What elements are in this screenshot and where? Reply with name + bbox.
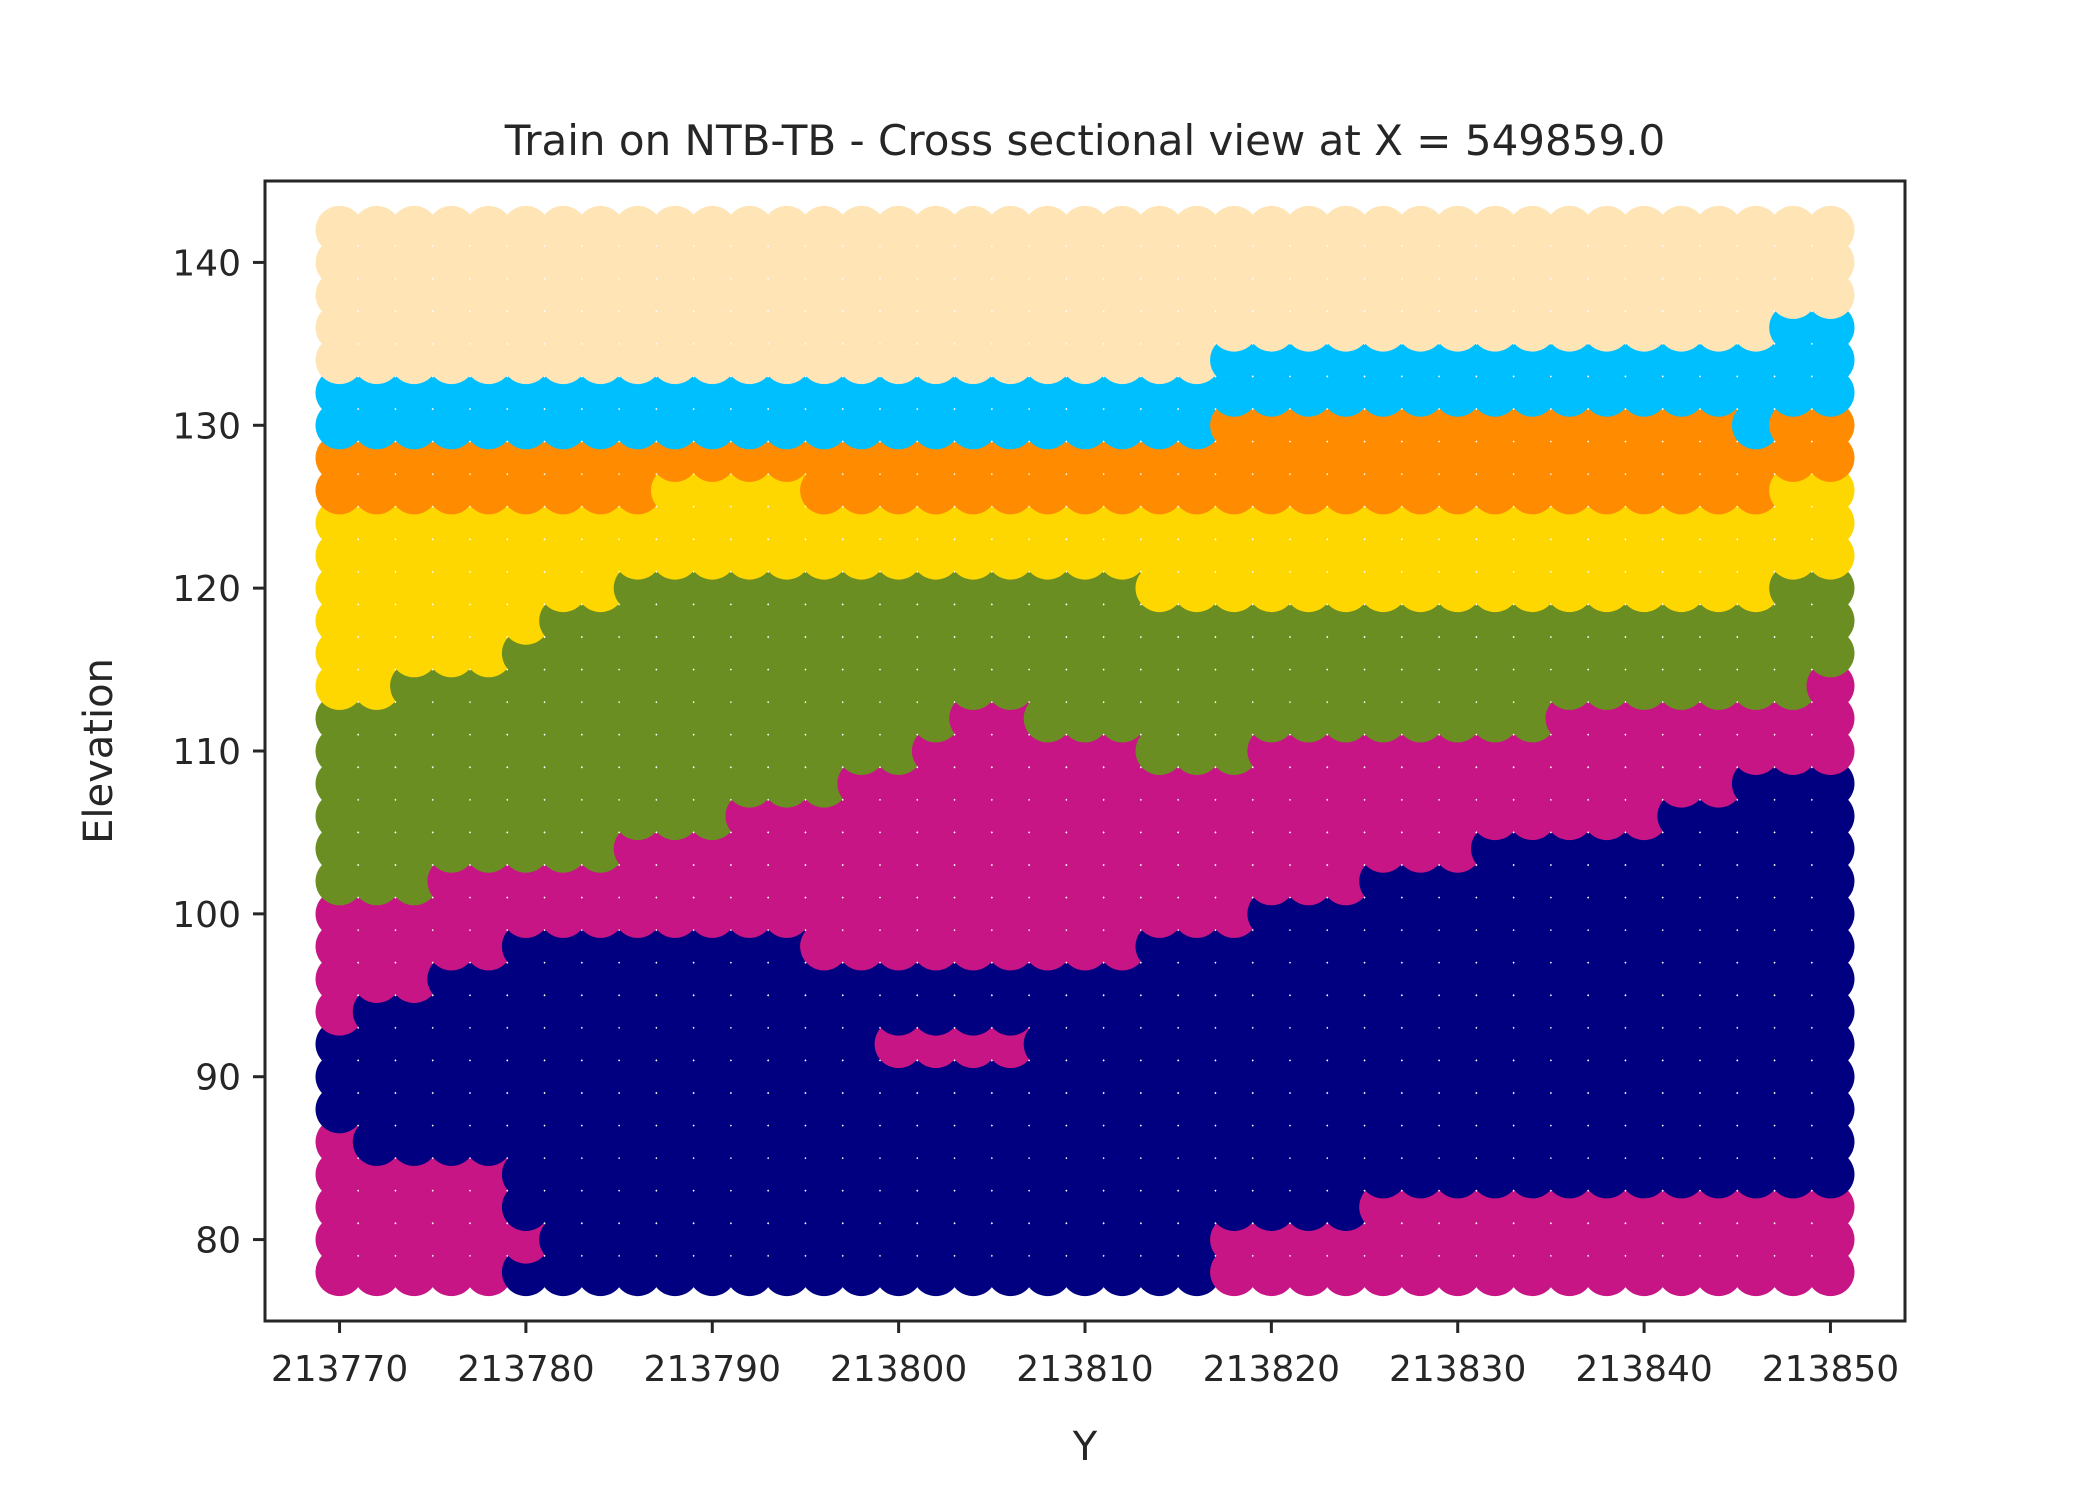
- data-point-wheat: [352, 205, 401, 254]
- data-point-wheat: [725, 205, 774, 254]
- data-point-wheat: [390, 205, 439, 254]
- y-tick-label: 90: [195, 1058, 241, 1099]
- scatter-points: [315, 205, 1855, 1297]
- data-point-wheat: [1247, 205, 1296, 254]
- y-axis-ticks: 80 90 100 110 120 130 140: [172, 243, 265, 1262]
- data-point-wheat: [1731, 205, 1780, 254]
- data-point-wheat: [1396, 205, 1445, 254]
- y-tick-label: 110: [172, 732, 241, 773]
- data-point-wheat: [837, 205, 886, 254]
- data-point-wheat: [1098, 205, 1147, 254]
- x-tick-label: 213820: [1203, 1349, 1340, 1390]
- x-tick-label: 213770: [271, 1349, 408, 1390]
- data-point-wheat: [427, 205, 476, 254]
- data-point-wheat: [1210, 205, 1259, 254]
- data-point-wheat: [1023, 205, 1072, 254]
- data-point-wheat: [539, 205, 588, 254]
- x-axis-label: Y: [1072, 1424, 1098, 1470]
- data-point-wheat: [1061, 205, 1109, 254]
- data-point-wheat: [688, 205, 737, 254]
- data-point-wheat: [1582, 205, 1631, 254]
- data-point-wheat: [464, 205, 513, 254]
- data-point-wheat: [315, 205, 364, 254]
- x-tick-label: 213800: [830, 1349, 967, 1390]
- y-tick-label: 100: [172, 895, 241, 936]
- data-point-wheat: [1471, 205, 1519, 254]
- data-point-wheat: [1433, 205, 1482, 254]
- chart-title: Train on NTB-TB - Cross sectional view a…: [504, 116, 1666, 165]
- data-point-wheat: [986, 205, 1035, 254]
- data-point-wheat: [1508, 205, 1557, 254]
- data-point-wheat: [949, 205, 998, 254]
- data-point-wheat: [576, 205, 625, 254]
- x-tick-label: 213810: [1016, 1349, 1153, 1390]
- x-axis-ticks: 213770 213780 213790 213800 213810 213820 2138…: [271, 1321, 1899, 1390]
- data-point-wheat: [800, 205, 849, 254]
- data-point-wheat: [1172, 205, 1221, 254]
- y-tick-label: 120: [172, 569, 241, 610]
- x-tick-label: 213840: [1575, 1349, 1712, 1390]
- y-tick-label: 130: [172, 406, 241, 447]
- data-point-wheat: [1359, 205, 1408, 254]
- x-tick-label: 213780: [457, 1349, 594, 1390]
- data-point-wheat: [1694, 205, 1743, 254]
- data-point-wheat: [1135, 205, 1184, 254]
- x-tick-label: 213830: [1389, 1349, 1526, 1390]
- y-tick-label: 80: [195, 1221, 241, 1262]
- data-point-wheat: [613, 205, 662, 254]
- data-point-wheat: [1769, 205, 1818, 254]
- data-point-wheat: [1806, 205, 1855, 254]
- data-point-wheat: [1284, 205, 1333, 254]
- y-axis-label: Elevation: [76, 658, 122, 844]
- x-tick-label: 213790: [644, 1349, 781, 1390]
- data-point-wheat: [501, 205, 550, 254]
- y-tick-label: 140: [172, 243, 241, 284]
- data-point-wheat: [1545, 205, 1594, 254]
- data-point-wheat: [911, 205, 960, 254]
- data-point-wheat: [651, 205, 699, 254]
- data-point-wheat: [1657, 205, 1706, 254]
- data-point-wheat: [874, 205, 923, 254]
- data-point-wheat: [1620, 205, 1669, 254]
- data-point-wheat: [1321, 205, 1370, 254]
- x-tick-label: 213850: [1762, 1349, 1899, 1390]
- data-point-wheat: [762, 205, 811, 254]
